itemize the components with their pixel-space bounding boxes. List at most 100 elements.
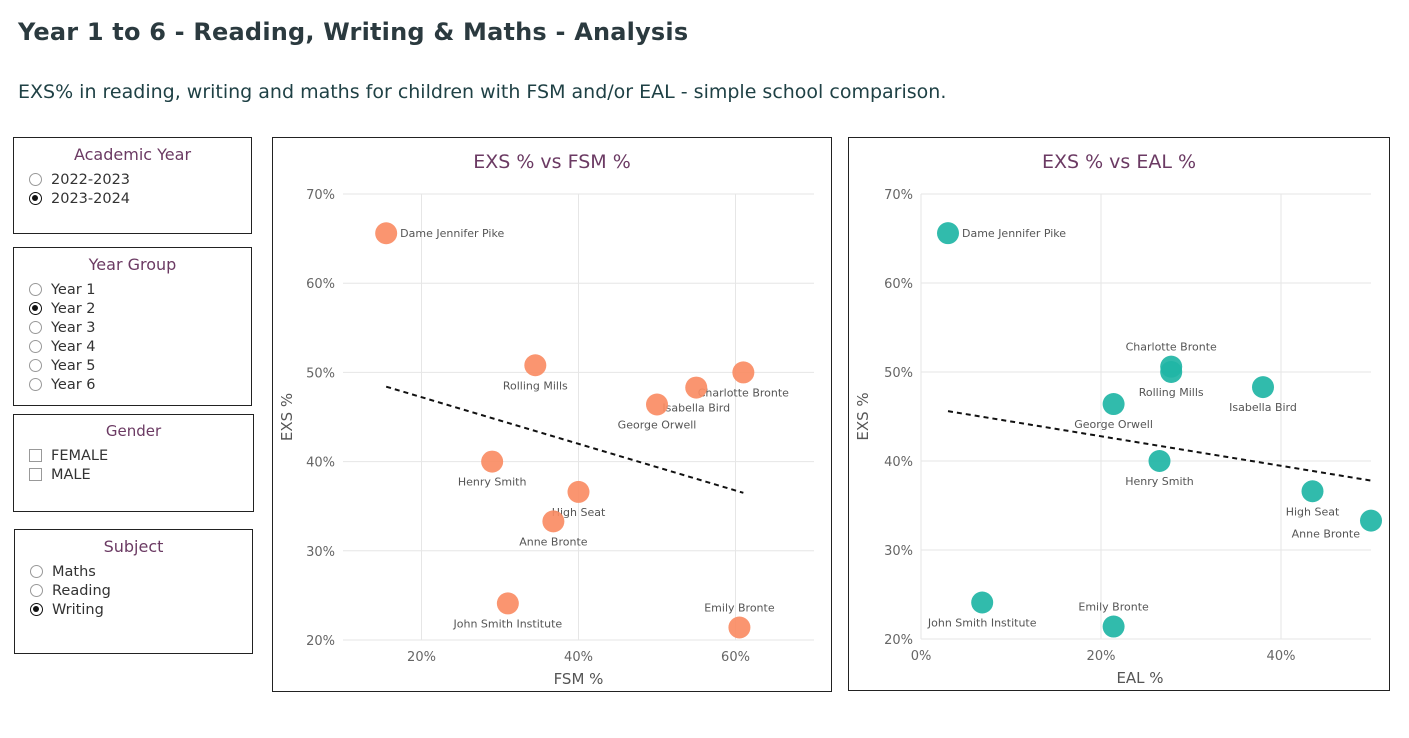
eal-scatter-chart[interactable]: EXS % vs EAL %20%30%40%50%60%70%0% 20% 40%… — [849, 138, 1389, 690]
data-label: John Smith Institute — [927, 617, 1037, 630]
x-axis-label: EAL % — [1116, 669, 1163, 687]
data-point[interactable] — [1102, 615, 1125, 638]
option-label: MALE — [51, 466, 91, 483]
y-tick-label: 70% — [884, 188, 913, 203]
data-point[interactable] — [646, 393, 668, 416]
radio-button[interactable] — [29, 359, 42, 372]
option-label: Year 5 — [51, 357, 96, 374]
data-point[interactable] — [1148, 450, 1171, 472]
data-point[interactable] — [1160, 361, 1183, 383]
option-label: Maths — [52, 563, 96, 580]
year-group-header: Year Group — [88, 255, 177, 274]
data-label: Henry Smith — [1125, 475, 1194, 488]
y-tick-label: 20% — [306, 634, 335, 649]
year-group-option[interactable]: Year 6 — [29, 375, 251, 394]
subject-header: Subject — [103, 537, 164, 556]
data-point[interactable] — [481, 450, 504, 473]
data-label: Rolling Mills — [503, 379, 568, 392]
subject-slicer: Subject Maths Reading Writing — [14, 529, 253, 654]
data-point[interactable] — [1102, 393, 1125, 416]
academic-year-header: Academic Year — [73, 145, 192, 164]
subject-option[interactable]: Reading — [30, 581, 252, 600]
data-point[interactable] — [496, 592, 519, 615]
option-label: Year 1 — [51, 281, 96, 298]
y-tick-label: 60% — [884, 277, 913, 292]
radio-button[interactable] — [30, 565, 43, 578]
trend-line — [385, 385, 744, 494]
checkbox[interactable] — [29, 468, 42, 481]
option-label: Year 6 — [51, 376, 96, 393]
subject-option[interactable]: Maths — [30, 562, 252, 581]
radio-button[interactable] — [30, 584, 43, 597]
data-point[interactable] — [524, 354, 547, 377]
radio-button[interactable] — [30, 603, 43, 616]
year-group-option[interactable]: Year 3 — [29, 318, 251, 337]
subject-option[interactable]: Writing — [30, 600, 252, 619]
data-point[interactable] — [971, 591, 994, 614]
y-tick-label: 50% — [306, 366, 335, 381]
data-label: Rolling Mills — [1139, 386, 1204, 399]
x-tick-label: 60% — [721, 650, 750, 665]
y-axis-label: EXS % — [278, 393, 296, 441]
x-tick-label: 40% — [1267, 649, 1296, 664]
data-label: Henry Smith — [458, 476, 527, 489]
y-tick-label: 60% — [306, 277, 335, 292]
radio-button[interactable] — [29, 283, 42, 296]
data-point[interactable] — [732, 361, 755, 384]
data-point[interactable] — [375, 222, 398, 245]
x-tick-label: 20% — [1087, 649, 1116, 664]
x-tick-label: 0% — [911, 649, 932, 664]
data-point[interactable] — [728, 616, 751, 639]
data-point[interactable] — [1360, 509, 1382, 532]
option-label: Reading — [52, 582, 111, 599]
year-group-option[interactable]: Year 5 — [29, 356, 251, 375]
data-label: Anne Bronte — [519, 535, 588, 548]
gender-option[interactable]: MALE — [29, 465, 253, 484]
academic-year-option[interactable]: 2023-2024 — [29, 189, 251, 208]
data-label: High Seat — [552, 506, 606, 519]
option-label: Writing — [52, 601, 104, 618]
y-tick-label: 70% — [306, 188, 335, 203]
y-tick-label: 20% — [884, 633, 913, 648]
data-label: Emily Bronte — [1078, 601, 1149, 614]
x-axis-label: FSM % — [554, 670, 604, 688]
data-point[interactable] — [542, 510, 565, 533]
eal-chart-container: EXS % vs EAL % 20% 30% 40% 50% 60% 70% 0% 20% 40%… — [848, 137, 1390, 691]
data-label: Dame Jennifer Pike — [400, 227, 504, 240]
data-point[interactable] — [1252, 376, 1274, 399]
year-group-option[interactable]: Year 4 — [29, 337, 251, 356]
data-point[interactable] — [937, 222, 959, 245]
data-point[interactable] — [567, 480, 590, 503]
option-label: 2023-2024 — [51, 190, 131, 207]
data-label: Charlotte Bronte — [1126, 341, 1217, 354]
academic-year-option[interactable]: 2022-2023 — [29, 170, 251, 189]
gender-option[interactable]: FEMALE — [29, 446, 253, 465]
data-point[interactable] — [685, 376, 708, 399]
page-subtitle: EXS% in reading, writing and maths for c… — [18, 81, 947, 103]
year-group-option[interactable]: Year 1 — [29, 280, 251, 299]
option-label: Year 2 — [51, 300, 96, 317]
year-group-option[interactable]: Year 2 — [29, 299, 251, 318]
radio-button[interactable] — [29, 340, 42, 353]
option-label: Year 3 — [51, 319, 96, 336]
data-label: John Smith Institute — [453, 617, 563, 630]
y-tick-label: 30% — [306, 545, 335, 560]
radio-button[interactable] — [29, 173, 42, 186]
data-label: Anne Bronte — [1292, 528, 1361, 541]
x-tick-label: 20% — [407, 650, 436, 665]
data-point[interactable] — [1301, 480, 1324, 503]
radio-button[interactable] — [29, 192, 42, 205]
page-title: Year 1 to 6 - Reading, Writing & Maths -… — [18, 18, 689, 46]
radio-button[interactable] — [29, 302, 42, 315]
checkbox[interactable] — [29, 449, 42, 462]
radio-button[interactable] — [29, 378, 42, 391]
chart-title: EXS % vs FSM % — [473, 151, 631, 173]
gender-slicer: Gender FEMALE MALE — [13, 414, 254, 512]
data-label: Isabella Bird — [1229, 401, 1297, 414]
option-label: Year 4 — [51, 338, 96, 355]
year-group-slicer: Year Group Year 1 Year 2 Year 3 Year 4 Year … — [13, 247, 252, 406]
y-tick-label: 40% — [884, 455, 913, 470]
fsm-scatter-chart[interactable]: EXS % vs FSM % 20% 30% 40% 50% 60% 70% 20% 40% 60… — [273, 138, 831, 691]
radio-button[interactable] — [29, 321, 42, 334]
y-tick-label: 30% — [884, 544, 913, 559]
